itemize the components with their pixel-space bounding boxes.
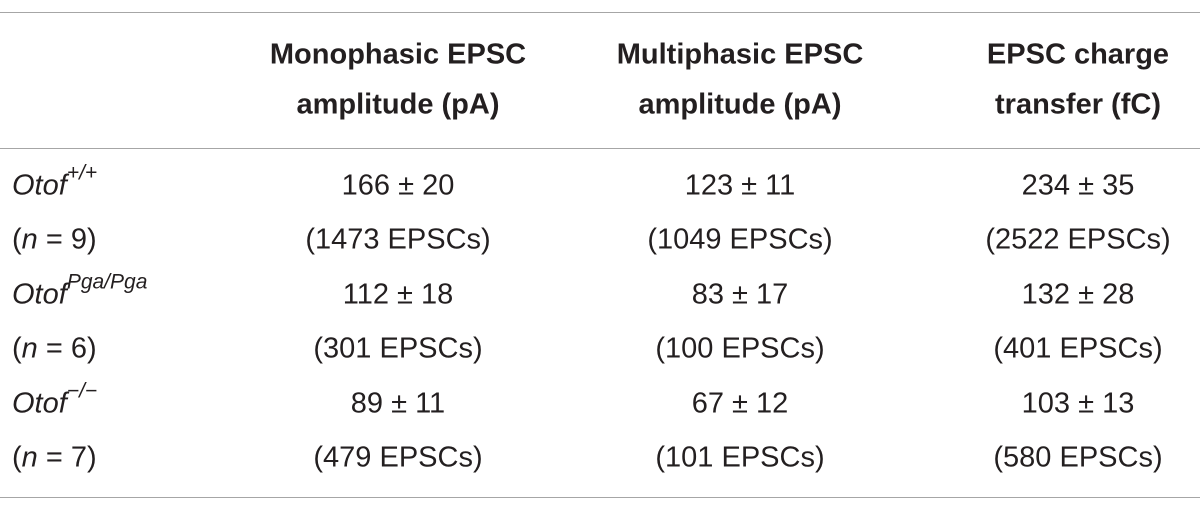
count-cell: (401 EPSCs) (993, 332, 1163, 365)
n-rest: = 7) (37, 441, 97, 474)
top-rule (0, 12, 1200, 13)
header-cell: transfer (fC) (995, 88, 1161, 121)
value-cell: 103 ± 13 (1021, 387, 1135, 420)
count-cell: (580 EPSCs) (993, 441, 1163, 474)
n-open: ( (12, 332, 22, 365)
n-label: (n = 7) (12, 441, 97, 474)
header-cell: Monophasic EPSC (269, 38, 527, 71)
header-cell: Multiphasic EPSC (616, 38, 864, 71)
value-cell: 83 ± 17 (691, 278, 789, 311)
value-cell: 123 ± 11 (684, 169, 796, 202)
n-italic: n (21, 441, 38, 474)
genotype-sup: Pga/Pga (66, 270, 148, 294)
header-rule (0, 148, 1200, 149)
genotype-sup: −/− (66, 379, 98, 403)
header-cell: amplitude (pA) (638, 88, 842, 121)
header-cell: amplitude (pA) (296, 88, 500, 121)
n-rest: = 6) (37, 332, 97, 365)
value-cell: 112 ± 18 (342, 278, 454, 311)
header-cell: EPSC charge (986, 38, 1170, 71)
genotype-label: Otof+/+ (12, 163, 97, 202)
genotype-label: OtofPga/Pga (12, 272, 147, 311)
value-cell: 89 ± 11 (350, 387, 446, 420)
n-label: (n = 9) (12, 223, 97, 256)
n-label: (n = 6) (12, 332, 97, 365)
n-italic: n (21, 223, 38, 256)
n-open: ( (12, 223, 22, 256)
count-cell: (2522 EPSCs) (985, 223, 1171, 256)
genotype-base: Otof (12, 278, 67, 311)
count-cell: (101 EPSCs) (655, 441, 825, 474)
n-open: ( (12, 441, 22, 474)
genotype-sup: +/+ (66, 161, 98, 185)
value-cell: 132 ± 28 (1021, 278, 1135, 311)
genotype-base: Otof (12, 169, 67, 202)
count-cell: (479 EPSCs) (313, 441, 483, 474)
value-cell: 166 ± 20 (341, 169, 455, 202)
genotype-label: Otof−/− (12, 381, 97, 420)
count-cell: (301 EPSCs) (313, 332, 483, 365)
n-italic: n (21, 332, 38, 365)
bottom-rule (0, 497, 1200, 498)
count-cell: (100 EPSCs) (655, 332, 825, 365)
count-cell: (1473 EPSCs) (305, 223, 491, 256)
count-cell: (1049 EPSCs) (647, 223, 833, 256)
genotype-base: Otof (12, 387, 67, 420)
value-cell: 234 ± 35 (1021, 169, 1135, 202)
n-rest: = 9) (37, 223, 97, 256)
value-cell: 67 ± 12 (691, 387, 789, 420)
